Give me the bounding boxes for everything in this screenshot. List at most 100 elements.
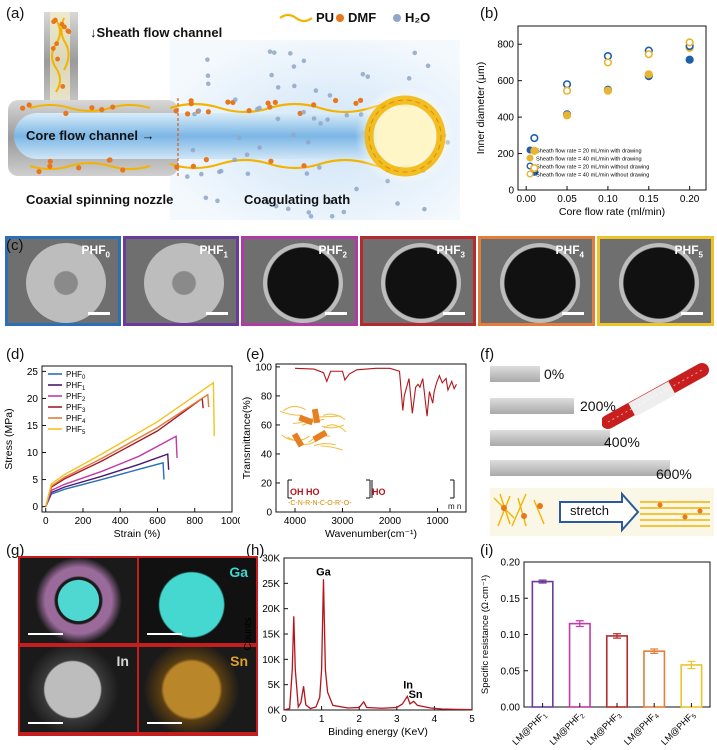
tile-label: PHF4 bbox=[556, 243, 584, 259]
panel-label-c: (c) bbox=[6, 237, 24, 254]
error-bar bbox=[538, 579, 547, 584]
x-tick-label: LM@PHF3 bbox=[585, 709, 624, 748]
core-flow-label: Core flow channel → bbox=[26, 128, 155, 143]
tile-label-sub: 0 bbox=[105, 250, 110, 260]
sheath-flow-label: ↓Sheath flow channel bbox=[90, 25, 223, 40]
peak-annotation: Sn bbox=[409, 689, 423, 701]
tile-label-text: PHF bbox=[199, 243, 224, 257]
ruler-600 bbox=[490, 460, 670, 476]
tile-label-text: PHF bbox=[674, 243, 699, 257]
scatter-point bbox=[530, 146, 539, 155]
y-tick-label: 0.05 bbox=[501, 666, 521, 677]
panel-f-stretch-photos: 0% 200% 400% 600% stretch bbox=[486, 362, 714, 538]
tile-label-text: PHF bbox=[436, 243, 461, 257]
sem-tile-4: PHF4 bbox=[478, 236, 595, 326]
bar bbox=[643, 650, 666, 708]
x-tick-label: 3000 bbox=[331, 516, 354, 527]
fiber-cross-section bbox=[618, 243, 699, 323]
h2o-legend-label: H₂O bbox=[405, 10, 431, 25]
y-tick-label: 60 bbox=[261, 420, 273, 431]
eds-sn-label: Sn bbox=[230, 653, 248, 669]
panel-label-f: (f) bbox=[480, 346, 495, 363]
scatter-point bbox=[562, 111, 572, 120]
panel-g-eds-maps: Ga In Sn bbox=[18, 556, 258, 736]
x-tick-label: LM@PHF4 bbox=[622, 709, 661, 748]
polymer-oh-label: OH HO bbox=[290, 487, 320, 497]
chart-e-ftir: 4000 3000 2000 1000 0 20 40 60 80 100 Wavenumber(c… bbox=[241, 362, 467, 540]
dmf-legend-label: DMF bbox=[348, 10, 377, 25]
x-tick-label: 200 bbox=[75, 516, 92, 527]
nozzle-label: Coaxial spinning nozzle bbox=[26, 192, 174, 207]
scatter-point bbox=[644, 70, 653, 79]
tile-label: PHF2 bbox=[319, 243, 347, 259]
eds-map-ga: Ga bbox=[139, 558, 256, 643]
tile-label-sub: 4 bbox=[579, 250, 584, 260]
coaxial-spinning-illustration bbox=[8, 12, 460, 220]
dmf-particles bbox=[20, 17, 398, 175]
tile-label-sub: 2 bbox=[342, 250, 347, 260]
legend-entry: PHF3 bbox=[66, 403, 86, 414]
x-tick-label: 0.20 bbox=[680, 194, 700, 205]
y-tick-label: 40 bbox=[261, 449, 273, 460]
y-tick-label: 0K bbox=[268, 706, 281, 717]
sem-tile-3: PHF3 bbox=[360, 236, 476, 326]
y-axis-label: Specific resistance (Ω·cm⁻¹) bbox=[480, 575, 491, 694]
fiber-photo bbox=[602, 363, 709, 429]
y-tick-label: 15K bbox=[262, 630, 280, 641]
legend-entry: Sheath flow rate = 40 mL/min with drawin… bbox=[536, 157, 642, 163]
x-axis-label: Core flow rate (ml/min) bbox=[559, 206, 665, 218]
eds-map-in: In bbox=[20, 647, 137, 732]
x-tick-label: 5 bbox=[469, 714, 475, 725]
legend-entry: PHF1 bbox=[66, 381, 86, 392]
error-bar bbox=[650, 648, 659, 654]
y-tick-label: 30K bbox=[262, 554, 280, 565]
panel-c-sem-tiles: PHF0 PHF1 PHF2 PHF3 PHF4 PHF5 bbox=[0, 0, 717, 340]
y-tick-label: 5 bbox=[32, 475, 38, 486]
fiber-cross-section bbox=[144, 243, 224, 323]
x-tick-label: 2000 bbox=[379, 516, 402, 527]
x-tick-label: 0.10 bbox=[598, 194, 618, 205]
ruler-0 bbox=[490, 366, 540, 382]
error-bar bbox=[613, 633, 621, 639]
legend-marker bbox=[526, 170, 534, 178]
pu-legend-label: PU bbox=[316, 10, 335, 25]
tile-label-text: PHF bbox=[555, 243, 580, 257]
x-tick-label: 0.00 bbox=[516, 194, 536, 205]
legend-entry: PHF0 bbox=[66, 370, 86, 381]
series-line bbox=[45, 381, 216, 507]
y-tick-label: 0.20 bbox=[501, 558, 521, 569]
tile-label: PHF5 bbox=[675, 243, 703, 259]
tile-label-text: PHF bbox=[318, 243, 343, 257]
polymer-brackets bbox=[287, 479, 455, 499]
x-tick-label: 0 bbox=[281, 714, 287, 725]
y-tick-label: 600 bbox=[497, 76, 514, 87]
series-line bbox=[45, 453, 170, 507]
legend-entry: PHF2 bbox=[66, 392, 86, 403]
plot-frame bbox=[41, 365, 233, 513]
ruler-200 bbox=[490, 398, 574, 414]
eds-spectrum-line bbox=[283, 579, 473, 711]
stretch-0-label: 0% bbox=[544, 366, 565, 382]
pu-legend-icon bbox=[279, 13, 313, 23]
scale-bar bbox=[88, 312, 110, 315]
tile-label: PHF1 bbox=[200, 243, 228, 259]
y-tick-label: 0.10 bbox=[501, 630, 521, 641]
plot-frame bbox=[275, 363, 467, 513]
x-axis-label: Strain (%) bbox=[114, 528, 161, 540]
bar bbox=[531, 580, 554, 708]
x-tick-label: 2 bbox=[356, 714, 362, 725]
polymer-structure-label: OH HO bbox=[290, 487, 320, 497]
panel-label-d: (d) bbox=[6, 346, 25, 363]
polymer-network-illustration bbox=[280, 405, 347, 451]
x-tick-label: 0.15 bbox=[639, 194, 659, 205]
h2o-legend-icon bbox=[393, 14, 401, 22]
y-axis-label: Transmittance(%) bbox=[241, 397, 253, 479]
y-tick-label: 200 bbox=[497, 149, 514, 160]
eds-map-sn: Sn bbox=[139, 647, 256, 732]
panel-a-schematic: PU DMF H₂O ↓Sheath flow channel Core flo… bbox=[0, 0, 460, 225]
eds-overlay-map bbox=[20, 558, 137, 643]
scatter-point bbox=[603, 58, 613, 67]
peak-annotation: In bbox=[403, 680, 413, 692]
scatter-point bbox=[644, 50, 653, 59]
x-tick-label: 400 bbox=[112, 516, 129, 527]
